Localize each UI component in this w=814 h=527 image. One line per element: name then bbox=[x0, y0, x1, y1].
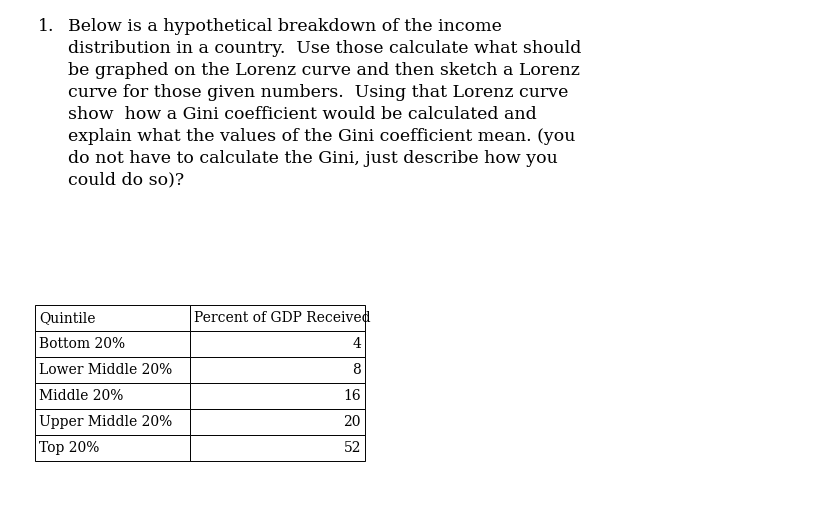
Text: Lower Middle 20%: Lower Middle 20% bbox=[39, 363, 173, 377]
Text: 16: 16 bbox=[344, 389, 361, 403]
Text: Middle 20%: Middle 20% bbox=[39, 389, 124, 403]
Bar bbox=[35, 331, 190, 357]
Bar bbox=[190, 409, 365, 435]
Text: 52: 52 bbox=[344, 441, 361, 455]
Text: Percent of GDP Received: Percent of GDP Received bbox=[194, 311, 370, 325]
Bar bbox=[190, 331, 365, 357]
Text: Bottom 20%: Bottom 20% bbox=[39, 337, 125, 351]
Text: Quintile: Quintile bbox=[39, 311, 95, 325]
Text: Top 20%: Top 20% bbox=[39, 441, 99, 455]
Text: Upper Middle 20%: Upper Middle 20% bbox=[39, 415, 173, 429]
Bar bbox=[35, 383, 190, 409]
Bar bbox=[190, 383, 365, 409]
Bar bbox=[190, 357, 365, 383]
Bar bbox=[190, 435, 365, 461]
Text: 1.: 1. bbox=[38, 18, 55, 35]
Text: Below is a hypothetical breakdown of the income
distribution in a country.  Use : Below is a hypothetical breakdown of the… bbox=[68, 18, 581, 189]
Bar bbox=[190, 305, 365, 331]
Bar bbox=[35, 357, 190, 383]
Text: 8: 8 bbox=[352, 363, 361, 377]
Bar bbox=[35, 435, 190, 461]
Bar bbox=[35, 305, 190, 331]
Bar bbox=[35, 409, 190, 435]
Text: 20: 20 bbox=[344, 415, 361, 429]
Text: 4: 4 bbox=[352, 337, 361, 351]
